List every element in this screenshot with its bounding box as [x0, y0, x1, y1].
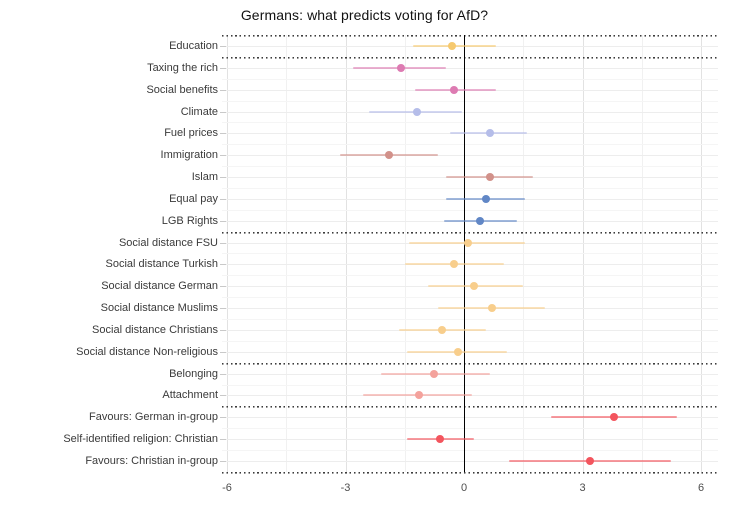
gridline-horizontal-minor [222, 253, 718, 255]
estimate-point [450, 260, 459, 269]
gridline-horizontal-minor [222, 122, 718, 124]
y-axis-tick [220, 67, 226, 69]
gridline-horizontal-minor [222, 100, 718, 102]
row-label: Social distance Muslims [100, 302, 218, 315]
y-axis-tick [220, 417, 226, 419]
estimate-point [436, 435, 445, 444]
row-label: LGB Rights [161, 214, 218, 227]
estimate-point [454, 347, 463, 356]
y-axis-tick [220, 460, 226, 462]
section-separator-dotted-line [222, 362, 718, 365]
y-axis-tick [220, 133, 226, 135]
row-label: Climate [180, 105, 218, 118]
x-axis-tick-label: 6 [697, 482, 705, 494]
gridline-horizontal-minor [222, 340, 718, 342]
gridline-horizontal-major [222, 417, 718, 419]
estimate-point [481, 194, 490, 203]
row-label: Taxing the rich [147, 61, 218, 74]
y-axis-tick [220, 329, 226, 331]
gridline-horizontal-major [222, 111, 718, 113]
chart-title: Germans: what predicts voting for AfD? [240, 7, 489, 23]
gridline-horizontal-minor [222, 450, 718, 452]
section-separator-dotted-line [222, 471, 718, 474]
y-axis-tick [220, 373, 226, 375]
row-label: Education [169, 40, 218, 52]
estimate-point [450, 85, 459, 94]
estimate-point [475, 216, 484, 225]
row-label: Favours: Christian in-group [85, 454, 218, 467]
row-label: Fuel prices [164, 127, 218, 140]
y-axis-tick [220, 155, 226, 157]
row-label: Equal pay [169, 192, 218, 205]
row-label: Social benefits [146, 83, 218, 96]
y-axis-tick [220, 242, 226, 244]
row-label: Belonging [169, 367, 218, 380]
zero-reference-line [463, 35, 465, 472]
gridline-horizontal-minor [222, 166, 718, 168]
estimate-point [469, 282, 478, 291]
estimate-point [448, 42, 457, 50]
row-label: Social distance Turkish [105, 258, 219, 271]
y-axis-tick [220, 111, 226, 113]
y-axis-tick [220, 351, 226, 353]
gridline-horizontal-major [222, 67, 718, 69]
y-axis-tick [220, 177, 226, 179]
estimate-point [430, 369, 439, 378]
gridline-horizontal-major [222, 155, 718, 157]
estimate-point [586, 456, 595, 465]
row-label: Immigration [160, 149, 218, 162]
row-label: Favours: German in-group [89, 411, 218, 424]
gridline-horizontal-major [222, 460, 718, 462]
y-axis-tick [220, 395, 226, 397]
gridline-horizontal-minor [222, 384, 718, 386]
estimate-point [412, 107, 421, 116]
row-label: Attachment [162, 389, 218, 402]
gridline-horizontal-minor [222, 209, 718, 211]
estimate-point [396, 63, 405, 72]
x-axis-tick-label: 3 [579, 482, 586, 494]
y-axis-tick [220, 264, 226, 266]
gridline-horizontal-minor [222, 78, 718, 80]
row-label: Social distance FSU [118, 236, 218, 249]
gridline-horizontal-minor [222, 275, 718, 277]
y-axis-tick [220, 198, 226, 200]
row-label: Social distance Non-religious [76, 345, 218, 358]
y-axis-tick [220, 286, 226, 288]
estimate-point [384, 151, 393, 160]
y-axis-tick [220, 46, 226, 47]
section-separator-dotted-line [222, 406, 718, 409]
estimate-point [485, 173, 494, 182]
row-label: Islam [191, 171, 218, 184]
row-label: Social distance German [101, 280, 218, 293]
y-axis-tick [220, 220, 226, 222]
gridline-horizontal-minor [222, 319, 718, 320]
y-axis-tick [220, 308, 226, 310]
estimate-point [485, 129, 494, 138]
estimate-point [487, 304, 496, 313]
row-label: Self-identified religion: Christian [63, 433, 218, 446]
x-axis-tick-label: 0 [460, 482, 468, 494]
estimate-point [414, 391, 423, 400]
gridline-horizontal-minor [222, 187, 718, 189]
row-label: Social distance Christians [92, 323, 218, 336]
estimate-point [438, 325, 447, 334]
gridline-horizontal-minor [222, 428, 718, 430]
gridline-horizontal-minor [222, 297, 718, 299]
x-axis-tick-label: -3 [340, 482, 351, 494]
estimate-point [610, 413, 619, 422]
section-separator-dotted-line [222, 56, 718, 59]
y-axis-tick [220, 89, 226, 91]
estimate-point [463, 238, 472, 247]
section-separator-dotted-line [222, 231, 718, 234]
y-axis-tick [220, 439, 226, 441]
gridline-horizontal-minor [222, 144, 718, 146]
section-separator-dotted-line [222, 35, 718, 38]
x-axis-tick-label: -6 [222, 482, 232, 494]
